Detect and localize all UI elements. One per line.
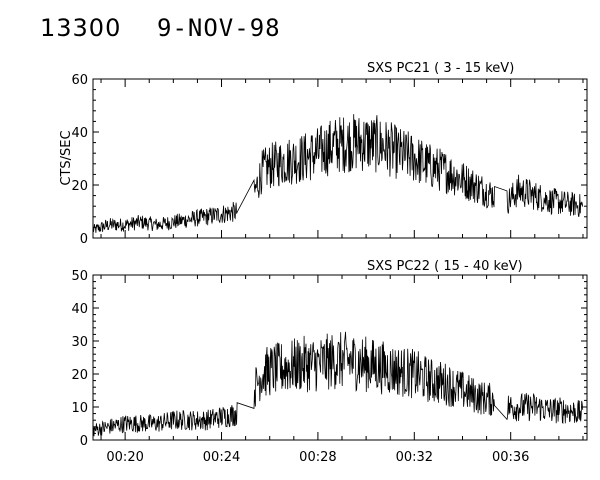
panel-pc22-series [92, 331, 584, 437]
panel-pc21: SXS PC21 ( 3 - 15 keV) CTS/SEC 0 20 40 60 [59, 61, 588, 247]
event-date: 9-NOV-98 [157, 14, 281, 42]
y-tick-label: 50 [71, 269, 88, 284]
y-tick-label: 0 [80, 434, 88, 449]
y-axis-label-pc21: CTS/SEC [59, 130, 74, 185]
x-tick-label: 00:24 [203, 450, 240, 465]
panel-pc21-axes [92, 78, 588, 239]
y-tick-label: 20 [71, 368, 88, 383]
y-tick-label: 10 [71, 401, 88, 416]
x-tick-label: 00:36 [492, 450, 529, 465]
light-curve-line [92, 331, 584, 437]
y-tick-label: 40 [71, 302, 88, 317]
x-tick-label: 00:28 [299, 450, 336, 465]
x-tick-label: 00:20 [106, 450, 143, 465]
x-tick-label: 00:32 [396, 450, 433, 465]
x-tick-labels: 00:20 00:24 00:28 00:32 00:36 [106, 450, 529, 465]
light-curve-line [92, 114, 584, 233]
y-tick-label: 60 [71, 73, 88, 88]
y-tick-label: 30 [71, 335, 88, 350]
y-tick-label: 0 [80, 232, 88, 247]
panel-pc21-title: SXS PC21 ( 3 - 15 keV) [367, 61, 514, 76]
plot-frame [92, 78, 588, 239]
panel-pc22: SXS PC22 ( 15 - 40 keV) 0 10 20 30 40 50 [71, 259, 588, 449]
event-id: 13300 [40, 14, 122, 42]
y-tick-label: 40 [71, 126, 88, 141]
panel-pc22-title: SXS PC22 ( 15 - 40 keV) [367, 259, 523, 274]
panel-pc21-ticks: 0 20 40 60 [71, 73, 587, 247]
y-tick-label: 20 [71, 179, 88, 194]
panel-pc21-series [92, 114, 584, 233]
panel-pc22-axes [92, 274, 588, 441]
plot-frame [92, 274, 588, 441]
